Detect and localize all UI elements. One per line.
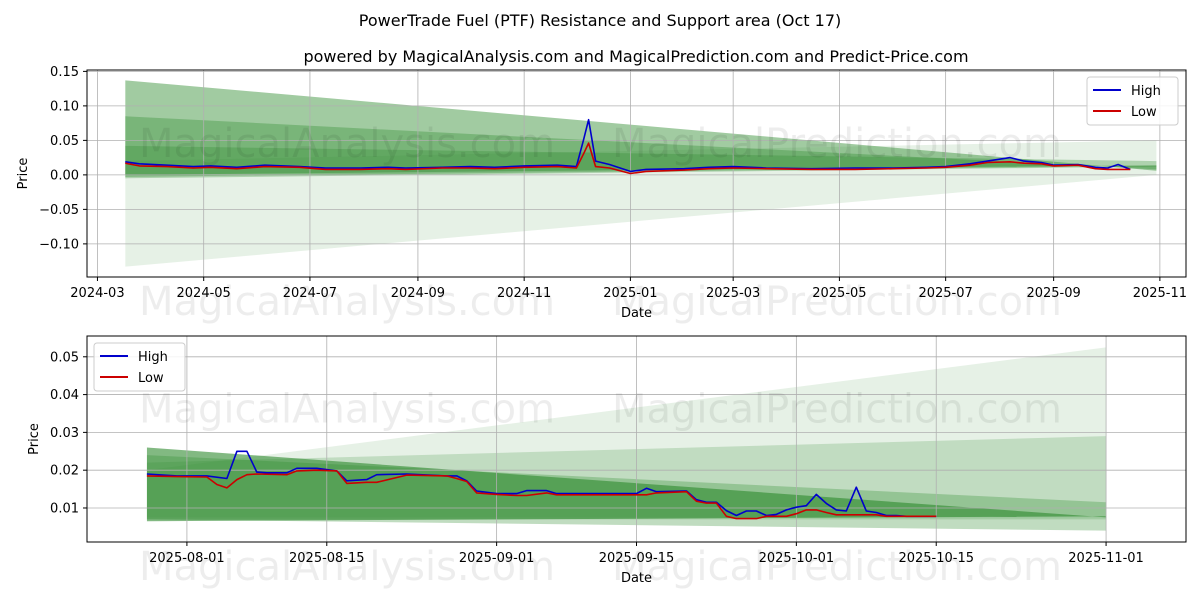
band-3 (125, 140, 1157, 267)
y-axis-label: Price (16, 158, 31, 190)
x-tick-label: 2025-10-15 (898, 551, 974, 566)
legend-label-high: High (138, 350, 168, 365)
x-tick-label: 2024-07 (283, 286, 337, 301)
x-tick-label: 2024-05 (177, 286, 231, 301)
series-line-high (146, 450, 937, 518)
x-tick-label: 2024-11 (497, 286, 551, 301)
y-tick-label: 0.00 (50, 168, 79, 183)
y-tick-label: 0.03 (50, 426, 79, 441)
watermark: MagicalPrediction.com (612, 544, 1062, 590)
watermark: MagicalAnalysis.com (139, 279, 555, 325)
watermark: MagicalPrediction.com (612, 121, 1062, 167)
y-tick-label: −0.10 (39, 237, 79, 252)
band-0 (125, 80, 1157, 175)
y-tick-label: 0.04 (50, 388, 79, 403)
series-line-low (125, 142, 1131, 175)
band-0 (146, 447, 1107, 522)
legend-label-high: High (1131, 84, 1161, 99)
y-tick-label: 0.05 (50, 134, 79, 149)
series-line-high (125, 118, 1131, 173)
watermark: MagicalPrediction.com (612, 387, 1062, 433)
x-tick-label: 2025-10-01 (759, 551, 835, 566)
x-tick-label: 2025-05 (812, 286, 866, 301)
band-2 (125, 145, 1157, 179)
x-tick-label: 2025-09-01 (459, 551, 535, 566)
x-tick-label: 2025-01 (603, 286, 657, 301)
top-panel: MagicalAnalysis.com MagicalPrediction.com… (16, 65, 1187, 325)
y-tick-label: −0.05 (39, 203, 79, 218)
x-tick-label: 2025-11-01 (1068, 551, 1144, 566)
plot-area (87, 70, 1186, 277)
x-axis-label: Date (621, 306, 652, 321)
watermark: MagicalAnalysis.com (139, 121, 555, 167)
y-axis-label: Price (27, 423, 42, 455)
x-tick-label: 2025-11 (1133, 286, 1187, 301)
legend: High Low (93, 342, 186, 392)
x-tick-label: 2025-09-15 (599, 551, 675, 566)
plot-area (87, 336, 1186, 542)
legend-label-low: Low (1131, 105, 1157, 120)
x-tick-label: 2025-09 (1026, 286, 1080, 301)
x-tick-label: 2025-08-01 (149, 551, 225, 566)
plot-frame (86, 69, 1187, 278)
y-tick-label: 0.05 (50, 350, 79, 365)
chart-subtitle: powered by MagicalAnalysis.com and Magic… (303, 47, 968, 66)
band-1 (125, 116, 1157, 177)
y-tick-label: 0.02 (50, 464, 79, 479)
band-2 (146, 436, 1107, 520)
series-line-low (146, 469, 937, 520)
watermark: MagicalPrediction.com (612, 279, 1062, 325)
x-tick-label: 2024-03 (70, 286, 124, 301)
x-tick-label: 2025-03 (706, 286, 760, 301)
x-tick-label: 2025-07 (918, 286, 972, 301)
x-tick-label: 2024-09 (391, 286, 445, 301)
y-tick-label: 0.10 (50, 99, 79, 114)
legend-label-low: Low (138, 371, 164, 386)
x-tick-label: 2025-08-15 (289, 551, 365, 566)
chart-title: PowerTrade Fuel (PTF) Resistance and Sup… (359, 11, 842, 30)
y-tick-label: 0.01 (50, 501, 79, 516)
bottom-panel: MagicalAnalysis.com MagicalPrediction.com… (27, 335, 1187, 590)
y-tick-label: 0.15 (50, 65, 79, 80)
x-axis-label: Date (621, 571, 652, 586)
watermark: MagicalAnalysis.com (139, 544, 555, 590)
legend: High Low (1086, 76, 1179, 126)
watermark: MagicalAnalysis.com (139, 387, 555, 433)
